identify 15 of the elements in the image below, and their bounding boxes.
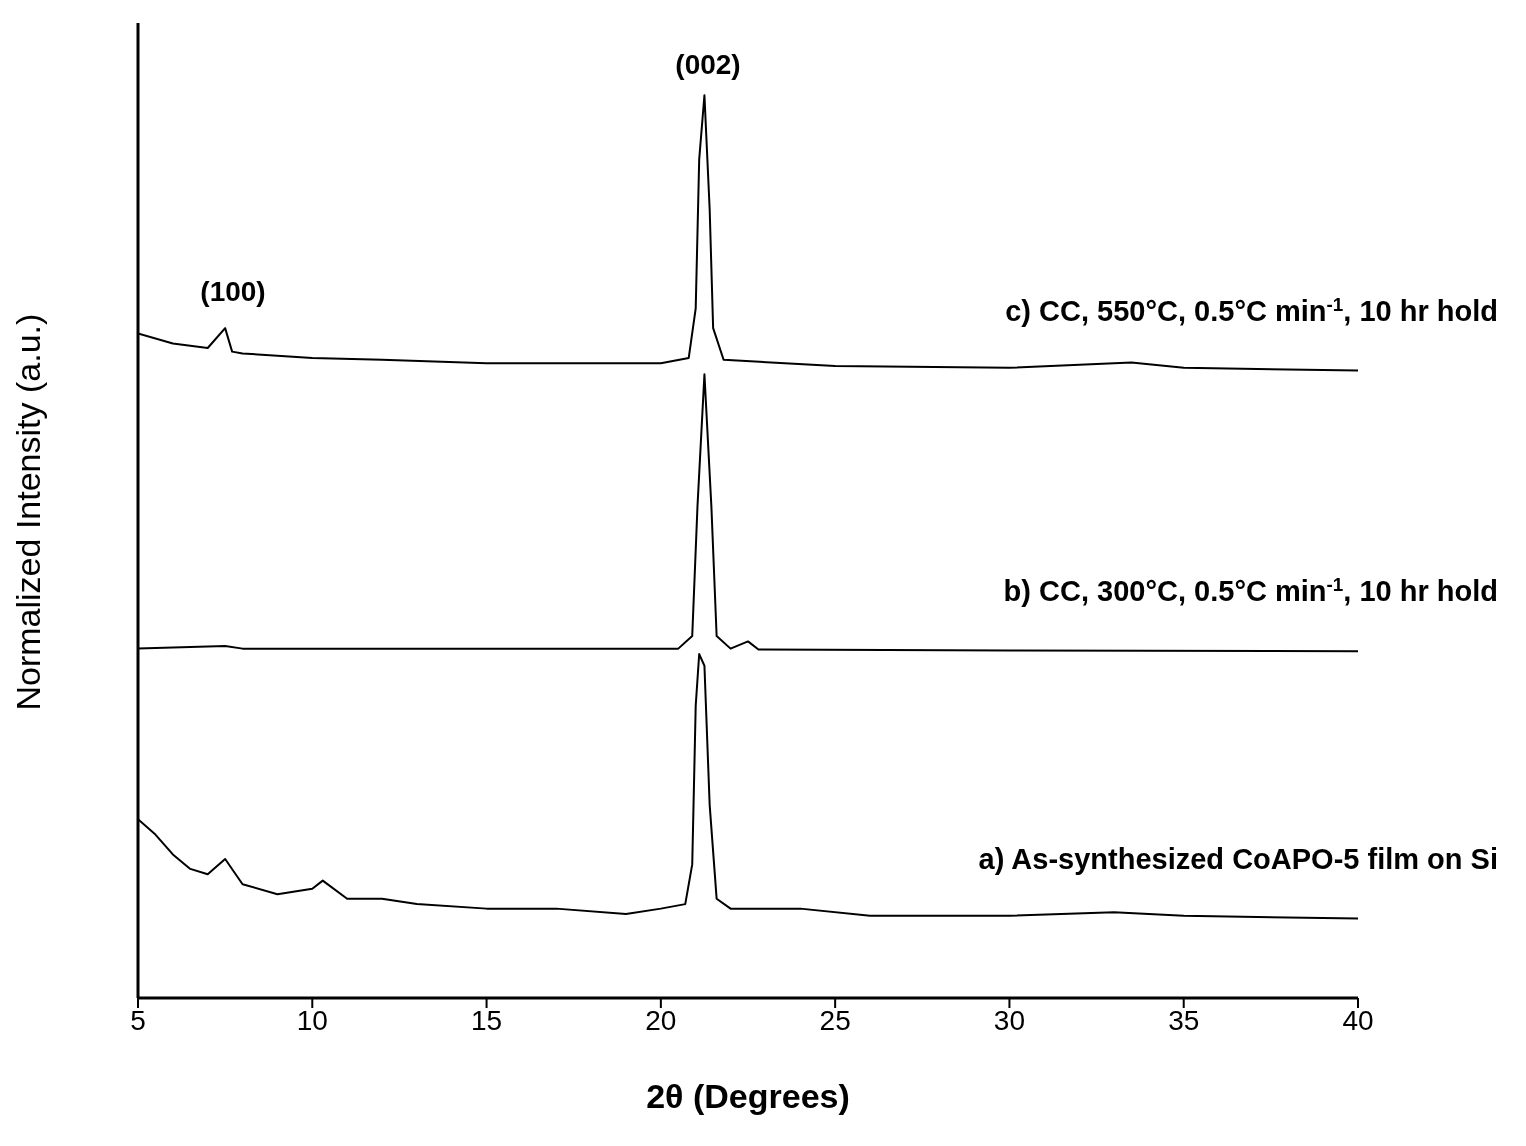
x-tick-label: 20 — [645, 1004, 677, 1036]
y-axis-title: Normalized Intensity (a.u.) — [9, 313, 48, 711]
x-tick-label: 30 — [993, 1004, 1026, 1036]
series-label: b) CC, 300°C, 0.5°C min$^{-1}$, 10 hr hold — [1003, 573, 1498, 608]
x-axis-title: 2θ (Degrees) — [646, 1077, 850, 1115]
series-label: c) CC, 550°C, 0.5°C min$^{-1}$, 10 hr hold — [1005, 293, 1498, 327]
x-tick-label: 10 — [296, 1004, 328, 1036]
text: (002) — [675, 49, 741, 80]
x-tick-label: 25 — [819, 1004, 851, 1036]
x-tick-label: 5 — [130, 1004, 146, 1036]
x-tick-label: 40 — [1342, 1004, 1374, 1036]
x-tick-label: 15 — [470, 1004, 503, 1036]
x-tick-label: 35 — [1168, 1004, 1200, 1036]
series-label: a) As-synthesized CoAPO-5 film on Si — [978, 842, 1498, 875]
annotation: (100) — [200, 276, 266, 307]
